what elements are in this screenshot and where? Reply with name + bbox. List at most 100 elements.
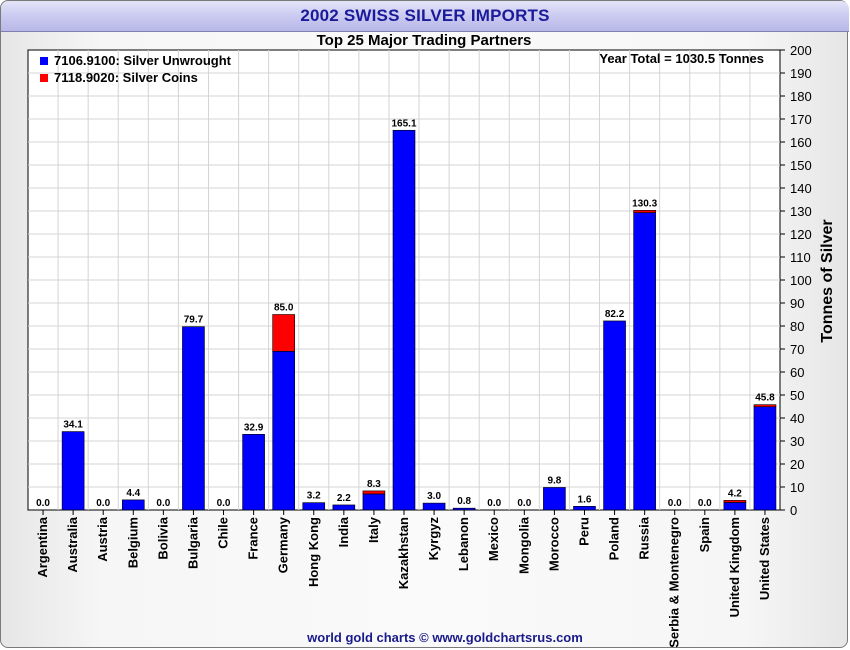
bar-value-label: 34.1 [63, 420, 83, 431]
value-labels: 0.0 34.1 0.0 4.4 0.0 79.7 0.0 32.9 85.0 3.2 2.2 8.3… [36, 118, 775, 509]
legend-swatch-coins [40, 74, 48, 82]
y-axis: 0 10 20 30 40 50 60 70 80 90 100 110 120 130 140 150 160… [780, 43, 812, 518]
bar-value-label: 165.1 [391, 118, 416, 129]
bar-unwrought [182, 326, 205, 511]
bar-value-label: 4.4 [126, 488, 140, 499]
y-tick-label: 10 [790, 480, 804, 495]
y-tick-label: 80 [790, 319, 804, 334]
bar-value-label: 0.0 [698, 498, 712, 509]
y-tick-label: 130 [790, 204, 812, 219]
bar-value-label: 0.0 [668, 498, 682, 509]
title-bar [1, 1, 849, 32]
y-tick-label: 60 [790, 365, 804, 380]
x-category-label: Italy [366, 516, 381, 543]
bar-value-label: 0.0 [156, 498, 170, 509]
bar-unwrought [272, 350, 295, 511]
footer-credit: world gold charts © www.goldchartsrus.co… [307, 630, 583, 645]
bar-value-label: 0.0 [517, 498, 531, 509]
bar-value-label: 79.7 [184, 315, 204, 326]
bar-value-label: 45.8 [755, 393, 775, 404]
bar-unwrought [121, 499, 145, 511]
bar-unwrought [723, 502, 747, 511]
bar-unwrought [392, 129, 416, 511]
bar-value-label: 1.6 [578, 494, 592, 505]
x-category-label: France [246, 517, 261, 560]
legend-label-unwrought: 7106.9100: Silver Unwrought [54, 53, 232, 68]
x-category-label: India [336, 516, 351, 547]
y-tick-label: 140 [790, 181, 812, 196]
year-total-annotation: Year Total = 1030.5 Tonnes [599, 51, 764, 66]
y-tick-label: 40 [790, 411, 804, 426]
y-tick-label: 150 [790, 158, 812, 173]
bar-unwrought [633, 212, 656, 511]
x-category-label: Belgium [125, 517, 140, 568]
bar-coins [362, 490, 386, 495]
bar-value-label: 9.8 [547, 475, 561, 486]
y-tick-label: 30 [790, 434, 804, 449]
x-category-label: Russia [637, 516, 652, 559]
chart-subtitle: Top 25 Major Trading Partners [317, 32, 532, 49]
legend-swatch-unwrought [40, 57, 48, 65]
bars [61, 129, 777, 511]
bar-unwrought [452, 507, 476, 511]
x-category-label: Australia [65, 516, 80, 572]
x-category-label: Germany [276, 516, 291, 573]
bar-coins [723, 500, 747, 503]
x-category-label: Argentina [35, 516, 50, 577]
bar-unwrought [242, 434, 265, 511]
y-tick-label: 50 [790, 388, 804, 403]
y-tick-label: 120 [790, 227, 812, 242]
bar-value-label: 0.8 [457, 496, 471, 507]
bar-value-label: 0.0 [36, 498, 50, 509]
bar-unwrought [603, 320, 626, 511]
y-tick-label: 160 [790, 135, 812, 150]
bar-coins [272, 314, 295, 352]
x-category-label: Spain [697, 517, 712, 552]
main-title: 2002 SWISS SILVER IMPORTS [300, 6, 550, 25]
bar-unwrought [362, 493, 386, 511]
bar-value-label: 0.0 [96, 498, 110, 509]
y-tick-label: 0 [790, 503, 797, 518]
bar-unwrought [332, 504, 356, 511]
y-tick-label: 170 [790, 112, 812, 127]
y-tick-label: 70 [790, 342, 804, 357]
legend-label-coins: 7118.9020: Silver Coins [54, 70, 198, 85]
bar-coins [753, 404, 777, 408]
y-tick-label: 200 [790, 43, 812, 58]
y-tick-label: 90 [790, 296, 804, 311]
x-category-label: Chile [216, 517, 231, 549]
y-tick-label: 20 [790, 457, 804, 472]
bar-unwrought [753, 406, 777, 511]
bar-unwrought [422, 502, 446, 511]
bar-value-label: 82.2 [605, 309, 625, 320]
bar-unwrought [302, 502, 326, 511]
x-category-label: Peru [576, 517, 591, 546]
x-category-label: Mexico [486, 517, 501, 561]
x-category-label: Hong Kong [306, 517, 321, 587]
x-category-label: Bolivia [155, 516, 170, 559]
bar-value-label: 85.0 [274, 303, 294, 314]
y-tick-label: 100 [790, 273, 812, 288]
bar-coins [633, 210, 656, 213]
y-axis-label: Tonnes of Silver [819, 219, 836, 342]
bar-unwrought [61, 431, 85, 511]
x-category-label: Kyrgyz [426, 517, 441, 561]
y-tick-label: 110 [790, 250, 811, 265]
bar-value-label: 2.2 [337, 493, 351, 504]
bar-value-label: 8.3 [367, 479, 381, 490]
x-category-label: Poland [607, 517, 622, 560]
bar-value-label: 4.2 [728, 488, 742, 499]
x-category-label: Kazakhstan [396, 517, 411, 589]
bar-unwrought [543, 487, 566, 511]
x-category-label: Lebanon [456, 517, 471, 571]
bar-value-label: 0.0 [487, 498, 501, 509]
x-category-label: Morocco [546, 517, 561, 571]
x-category-label: Mongolia [516, 516, 531, 574]
x-category-label: Serbia & Montenegro [667, 517, 682, 648]
bar-value-label: 3.0 [427, 491, 441, 502]
x-category-label: United Kingdom [727, 517, 742, 617]
x-category-label: United States [757, 517, 772, 600]
legend: 7106.9100: Silver Unwrought 7118.9020: S… [40, 53, 232, 85]
x-category-label: Austria [95, 516, 110, 562]
